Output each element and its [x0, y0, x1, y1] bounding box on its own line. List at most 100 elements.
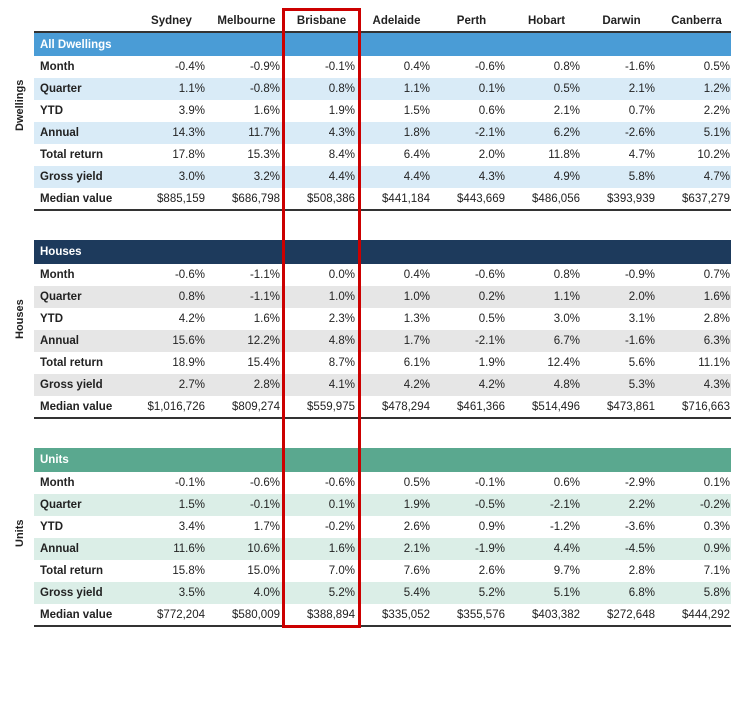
section-header: Units: [34, 448, 731, 472]
data-cell: 1.3%: [359, 308, 434, 330]
table-row: Total return17.8%15.3%8.4%6.4%2.0%11.8%4…: [34, 144, 731, 166]
data-cell: 8.4%: [284, 144, 359, 166]
data-cell: 1.1%: [509, 286, 584, 308]
table-row: YTD4.2%1.6%2.3%1.3%0.5%3.0%3.1%2.8%: [34, 308, 731, 330]
table-row: YTD3.9%1.6%1.9%1.5%0.6%2.1%0.7%2.2%: [34, 100, 731, 122]
data-cell: 17.8%: [134, 144, 209, 166]
data-cell: 6.7%: [509, 330, 584, 352]
metric-label: Month: [34, 264, 134, 286]
data-cell: -1.6%: [584, 56, 659, 78]
data-cell: 0.7%: [659, 264, 731, 286]
data-cell: 0.3%: [659, 516, 731, 538]
metric-label: Month: [34, 472, 134, 494]
data-cell: 0.8%: [134, 286, 209, 308]
metric-label: Month: [34, 56, 134, 78]
data-cell: 3.1%: [584, 308, 659, 330]
table-row: Gross yield3.0%3.2%4.4%4.4%4.3%4.9%5.8%4…: [34, 166, 731, 188]
data-cell: 1.5%: [359, 100, 434, 122]
data-cell: -0.6%: [209, 472, 284, 494]
data-cell: 1.6%: [209, 100, 284, 122]
city-header: Canberra: [659, 10, 731, 32]
metric-label: Total return: [34, 352, 134, 374]
data-cell: 1.9%: [434, 352, 509, 374]
data-cell: 0.5%: [659, 56, 731, 78]
data-cell: -2.9%: [584, 472, 659, 494]
data-cell: 0.5%: [509, 78, 584, 100]
metric-label: Median value: [34, 604, 134, 626]
data-cell: -1.2%: [509, 516, 584, 538]
data-cell: 2.1%: [584, 78, 659, 100]
data-cell: 1.6%: [659, 286, 731, 308]
data-cell: 12.4%: [509, 352, 584, 374]
data-cell: 5.2%: [284, 582, 359, 604]
data-cell: 4.8%: [284, 330, 359, 352]
section-gap: [34, 210, 731, 240]
city-header: Melbourne: [209, 10, 284, 32]
metric-label: Annual: [34, 330, 134, 352]
data-cell: 10.2%: [659, 144, 731, 166]
city-header: Darwin: [584, 10, 659, 32]
data-cell: 0.2%: [434, 286, 509, 308]
table-row: Annual11.6%10.6%1.6%2.1%-1.9%4.4%-4.5%0.…: [34, 538, 731, 560]
data-cell: 0.1%: [434, 78, 509, 100]
data-cell: 0.7%: [584, 100, 659, 122]
side-label: Units: [14, 527, 26, 547]
data-cell: $393,939: [584, 188, 659, 210]
data-cell: 4.3%: [659, 374, 731, 396]
data-cell: 15.6%: [134, 330, 209, 352]
data-cell: $444,292: [659, 604, 731, 626]
data-cell: 3.9%: [134, 100, 209, 122]
metric-label: Gross yield: [34, 582, 134, 604]
data-cell: 15.0%: [209, 560, 284, 582]
table-row: YTD3.4%1.7%-0.2%2.6%0.9%-1.2%-3.6%0.3%: [34, 516, 731, 538]
data-cell: 5.4%: [359, 582, 434, 604]
data-cell: $508,386: [284, 188, 359, 210]
data-cell: -1.1%: [209, 264, 284, 286]
data-cell: $473,861: [584, 396, 659, 418]
data-cell: 0.1%: [284, 494, 359, 516]
data-cell: $486,056: [509, 188, 584, 210]
data-cell: 5.1%: [659, 122, 731, 144]
data-cell: 6.1%: [359, 352, 434, 374]
data-cell: 1.2%: [659, 78, 731, 100]
metric-label: Quarter: [34, 494, 134, 516]
data-cell: 3.0%: [134, 166, 209, 188]
data-cell: 7.1%: [659, 560, 731, 582]
data-cell: 6.4%: [359, 144, 434, 166]
data-cell: 2.1%: [359, 538, 434, 560]
data-cell: $443,669: [434, 188, 509, 210]
table-row: Quarter1.1%-0.8%0.8%1.1%0.1%0.5%2.1%1.2%: [34, 78, 731, 100]
data-cell: 4.1%: [284, 374, 359, 396]
data-cell: 11.6%: [134, 538, 209, 560]
data-cell: $559,975: [284, 396, 359, 418]
data-cell: 0.8%: [284, 78, 359, 100]
data-cell: -2.1%: [509, 494, 584, 516]
table-row: Annual14.3%11.7%4.3%1.8%-2.1%6.2%-2.6%5.…: [34, 122, 731, 144]
city-header: Sydney: [134, 10, 209, 32]
data-cell: 0.0%: [284, 264, 359, 286]
data-cell: 1.9%: [284, 100, 359, 122]
data-cell: 5.2%: [434, 582, 509, 604]
data-cell: 5.8%: [584, 166, 659, 188]
data-cell: 3.5%: [134, 582, 209, 604]
data-cell: 2.8%: [209, 374, 284, 396]
data-cell: 5.6%: [584, 352, 659, 374]
data-cell: $716,663: [659, 396, 731, 418]
data-cell: 4.2%: [359, 374, 434, 396]
data-cell: 11.8%: [509, 144, 584, 166]
data-cell: 2.2%: [659, 100, 731, 122]
data-cell: 0.8%: [509, 264, 584, 286]
data-cell: 0.5%: [359, 472, 434, 494]
data-cell: 4.0%: [209, 582, 284, 604]
data-cell: 2.7%: [134, 374, 209, 396]
data-cell: 5.3%: [584, 374, 659, 396]
data-cell: -0.1%: [434, 472, 509, 494]
table-row: Median value$772,204$580,009$388,894$335…: [34, 604, 731, 626]
table-row: Month-0.6%-1.1%0.0%0.4%-0.6%0.8%-0.9%0.7…: [34, 264, 731, 286]
data-cell: 2.6%: [434, 560, 509, 582]
data-cell: 4.2%: [434, 374, 509, 396]
data-cell: 6.8%: [584, 582, 659, 604]
data-cell: 4.3%: [434, 166, 509, 188]
data-cell: -0.1%: [134, 472, 209, 494]
section-gap: [34, 418, 731, 448]
